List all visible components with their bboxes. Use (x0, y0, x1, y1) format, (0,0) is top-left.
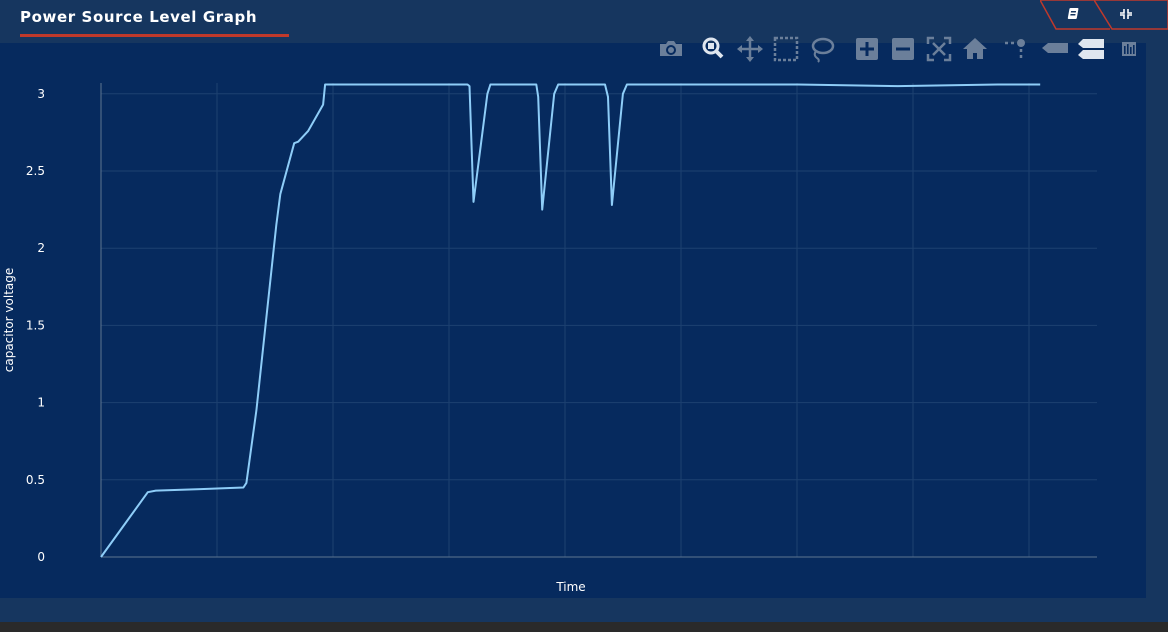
y-tick-label: 3 (37, 87, 45, 101)
zoom-in-icon (856, 38, 878, 60)
camera-icon (660, 41, 682, 56)
line-chart[interactable]: 0 0.5 1 1.5 2 2.5 3 Time capacitor voltage (0, 43, 1146, 598)
pan-icon (737, 36, 763, 62)
plotly-logo-icon (1122, 42, 1136, 56)
box-select-icon (773, 36, 799, 62)
series-line-0 (100, 83, 1041, 558)
hover-closest-icon (1042, 43, 1068, 53)
spike-lines-button[interactable] (1002, 34, 1032, 64)
hover-compare-button[interactable] (1076, 34, 1106, 64)
zoom-icon (702, 37, 724, 59)
y-tick-label: 1.5 (26, 318, 45, 332)
panel-title: Power Source Level Graph (20, 8, 258, 26)
panel-header: Power Source Level Graph (0, 0, 1168, 43)
y-tick-label: 0.5 (26, 473, 45, 487)
zoom-out-button[interactable] (888, 34, 918, 64)
plotly-logo-button[interactable] (1116, 34, 1146, 64)
zoom-out-icon (892, 38, 914, 60)
spike-lines-icon (1005, 39, 1025, 58)
panel-footer (0, 598, 1168, 622)
y-tick-label: 2 (37, 241, 45, 255)
collapse-icon (1120, 9, 1132, 19)
camera-button[interactable] (656, 34, 686, 64)
y-tick-label: 0 (37, 550, 45, 564)
document-button[interactable] (1040, 0, 1110, 30)
collapse-button[interactable] (1094, 0, 1168, 30)
hover-compare-icon (1078, 39, 1104, 59)
hover-closest-button[interactable] (1040, 34, 1070, 64)
zoom-button[interactable] (698, 34, 728, 64)
x-axis-title: Time (555, 580, 585, 594)
lasso-select-icon (811, 37, 835, 63)
autoscale-icon (926, 36, 952, 62)
title-underline (20, 34, 289, 37)
pan-button[interactable] (735, 34, 765, 64)
lasso-select-button[interactable] (807, 34, 837, 64)
bottom-bar (0, 622, 1168, 632)
home-icon (963, 38, 987, 59)
box-select-button[interactable] (771, 34, 801, 64)
document-icon (1067, 8, 1079, 19)
plot-area[interactable]: 0 0.5 1 1.5 2 2.5 3 Time capacitor voltage (0, 43, 1146, 598)
zoom-in-button[interactable] (852, 34, 882, 64)
reset-axes-button[interactable] (960, 34, 990, 64)
y-tick-label: 2.5 (26, 164, 45, 178)
y-axis-title: capacitor voltage (2, 268, 16, 372)
y-tick-label: 1 (37, 396, 45, 410)
autoscale-button[interactable] (924, 34, 954, 64)
